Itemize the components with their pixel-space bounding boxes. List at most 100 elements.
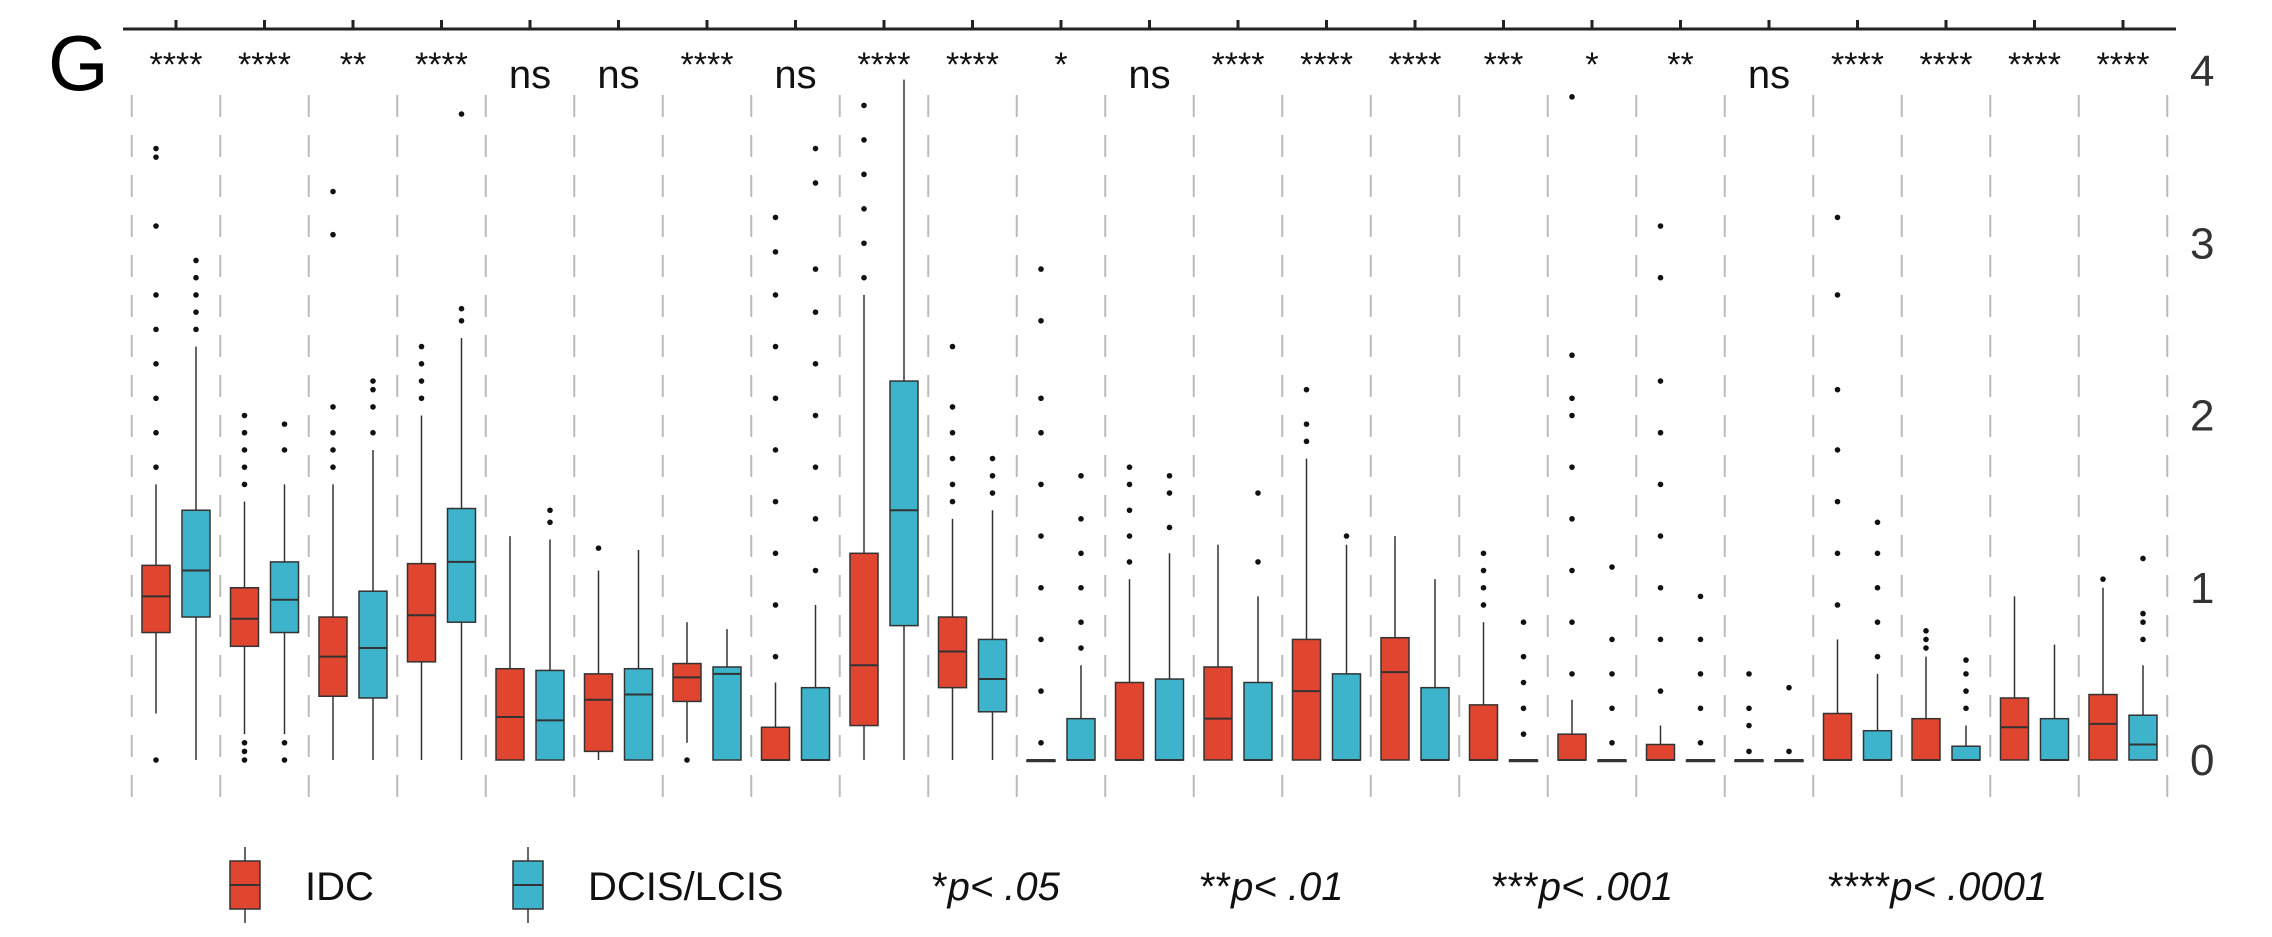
dcis-box	[800, 145, 831, 761]
outlier-point	[1126, 507, 1133, 514]
outlier-point	[772, 602, 779, 608]
idc-box	[1734, 671, 1764, 763]
outlier-point	[1609, 671, 1615, 677]
outlier-point	[812, 412, 819, 419]
outlier-point	[1697, 636, 1704, 643]
box-iqr	[623, 667, 654, 761]
significance-stars: **	[1200, 865, 1231, 909]
significance-label: *	[1585, 46, 1598, 84]
idc-box	[229, 412, 260, 763]
significance-stars: ****	[1828, 865, 1890, 909]
outlier-point	[772, 249, 779, 255]
significance-label: **	[340, 46, 366, 84]
significance-label: ****	[1212, 46, 1265, 84]
idc-box	[1380, 536, 1410, 761]
legend-significance: **p< .01	[1200, 865, 1343, 909]
outlier-point	[153, 326, 159, 333]
idc-box	[1203, 544, 1233, 761]
y-axis-ticks: 0 1 2 3 4	[2190, 47, 2214, 785]
y-tick-label: 2	[2190, 392, 2214, 441]
outlier-point	[1569, 395, 1575, 402]
idc-box	[495, 536, 525, 761]
box-iqr	[1645, 743, 1676, 761]
outlier-point	[547, 519, 553, 526]
outlier-point	[1786, 684, 1792, 691]
box-iqr	[1999, 697, 2030, 761]
outlier-point	[812, 567, 819, 574]
box-iqr	[358, 590, 388, 699]
outlier-point	[1697, 739, 1704, 746]
outlier-point	[241, 748, 248, 755]
outlier-point	[1303, 386, 1310, 393]
significance-label: ****	[2097, 46, 2150, 84]
outlier-point	[861, 274, 867, 281]
idc-box	[141, 145, 171, 763]
outlier-point	[281, 421, 288, 427]
outlier-point	[989, 472, 996, 479]
outlier-point	[1569, 671, 1575, 677]
outlier-point	[2140, 610, 2146, 617]
outlier-point	[1569, 464, 1575, 470]
box-iqr	[2088, 693, 2118, 761]
outlier-point	[330, 188, 336, 195]
idc-box	[1291, 386, 1322, 761]
outlier-point	[1480, 550, 1487, 557]
outlier-point	[153, 154, 159, 160]
outlier-point	[1078, 645, 1084, 651]
outlier-point	[1480, 602, 1487, 608]
outlier-point	[812, 464, 819, 470]
outlier-point	[1520, 653, 1527, 660]
outlier-point	[153, 395, 159, 402]
significance-label: ****	[238, 46, 291, 84]
outlier-point	[1609, 564, 1615, 570]
outlier-point	[1038, 739, 1044, 746]
outlier-point	[1569, 412, 1575, 419]
box-iqr	[1243, 681, 1273, 761]
outlier-point	[949, 481, 956, 488]
box-iqr	[2128, 714, 2158, 761]
outlier-point	[418, 361, 425, 367]
idc-box	[2088, 576, 2118, 761]
outlier-point	[153, 464, 159, 470]
outlier-point	[458, 317, 465, 324]
outlier-point	[547, 507, 553, 514]
y-tick-label: 0	[2190, 736, 2214, 785]
box-iqr	[1291, 638, 1322, 761]
outlier-point	[772, 653, 779, 660]
idc-box	[1468, 550, 1499, 761]
dcis-box	[1774, 684, 1804, 763]
outlier-point	[193, 326, 199, 333]
box-iqr	[141, 564, 171, 634]
outlier-point	[861, 137, 867, 143]
box-iqr	[1066, 717, 1096, 761]
outlier-point	[1834, 550, 1841, 557]
outlier-point	[153, 145, 159, 152]
outlier-point	[812, 361, 819, 367]
significance-threshold: p< .0001	[1889, 865, 2047, 909]
outlier-point	[1038, 533, 1044, 539]
box-iqr	[406, 562, 437, 663]
box-iqr	[1331, 673, 1362, 761]
outlier-point	[1078, 516, 1084, 522]
outlier-point	[1923, 636, 1929, 643]
outlier-point	[1255, 559, 1261, 565]
outlier-point	[1834, 447, 1841, 453]
box-iqr	[446, 507, 477, 623]
outlier-point	[1038, 481, 1044, 488]
outlier-point	[1657, 378, 1664, 384]
outlier-point	[1657, 481, 1664, 488]
significance-label: ns	[509, 53, 551, 97]
outlier-point	[241, 464, 248, 470]
outlier-point	[241, 739, 248, 746]
outlier-point	[1834, 292, 1841, 298]
outlier-point	[2100, 576, 2106, 582]
dcis-box	[2039, 644, 2070, 761]
legend-significance: ***p< .001	[1492, 865, 1673, 909]
outlier-point	[153, 757, 159, 763]
outlier-point	[1303, 438, 1310, 445]
significance-label: *	[1054, 46, 1067, 84]
outlier-point	[861, 206, 867, 212]
outlier-point	[1874, 619, 1881, 625]
outlier-point	[1874, 584, 1881, 591]
